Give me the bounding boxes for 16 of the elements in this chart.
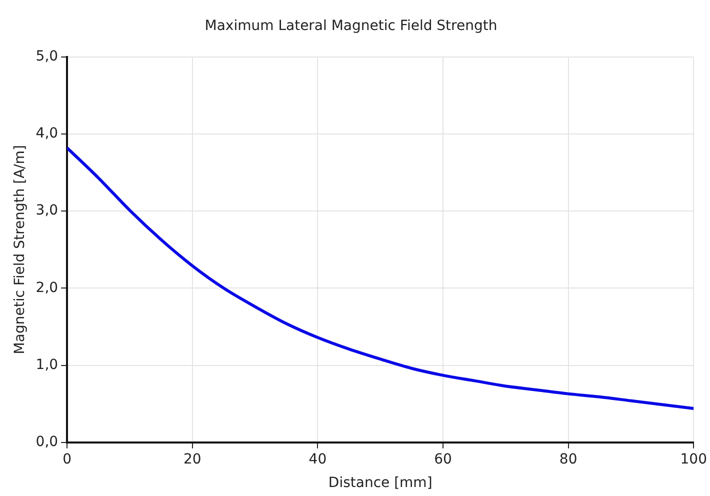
y-tick-label: 0,0 <box>36 434 58 450</box>
x-tick-label: 20 <box>183 451 202 468</box>
y-tick-label: 5,0 <box>36 48 58 64</box>
x-tick-label: 0 <box>62 451 72 468</box>
x-tick-label: 40 <box>308 451 327 468</box>
x-axis-title: Distance [mm] <box>328 475 432 492</box>
y-tick-label: 1,0 <box>36 356 58 373</box>
x-tick-label: 100 <box>680 451 708 468</box>
y-tick-label: 4,0 <box>36 126 58 142</box>
y-tick-label: 2,0 <box>36 280 58 296</box>
x-tick-label: 80 <box>559 451 578 468</box>
y-tick-label: 3,0 <box>36 202 58 219</box>
x-tick-label: 60 <box>434 451 452 468</box>
line-series <box>67 146 694 410</box>
chart-title: Maximum Lateral Magnetic Field Strength <box>204 18 498 34</box>
y-axis-title: Magnetic Field Strength [A/m] <box>12 145 28 354</box>
